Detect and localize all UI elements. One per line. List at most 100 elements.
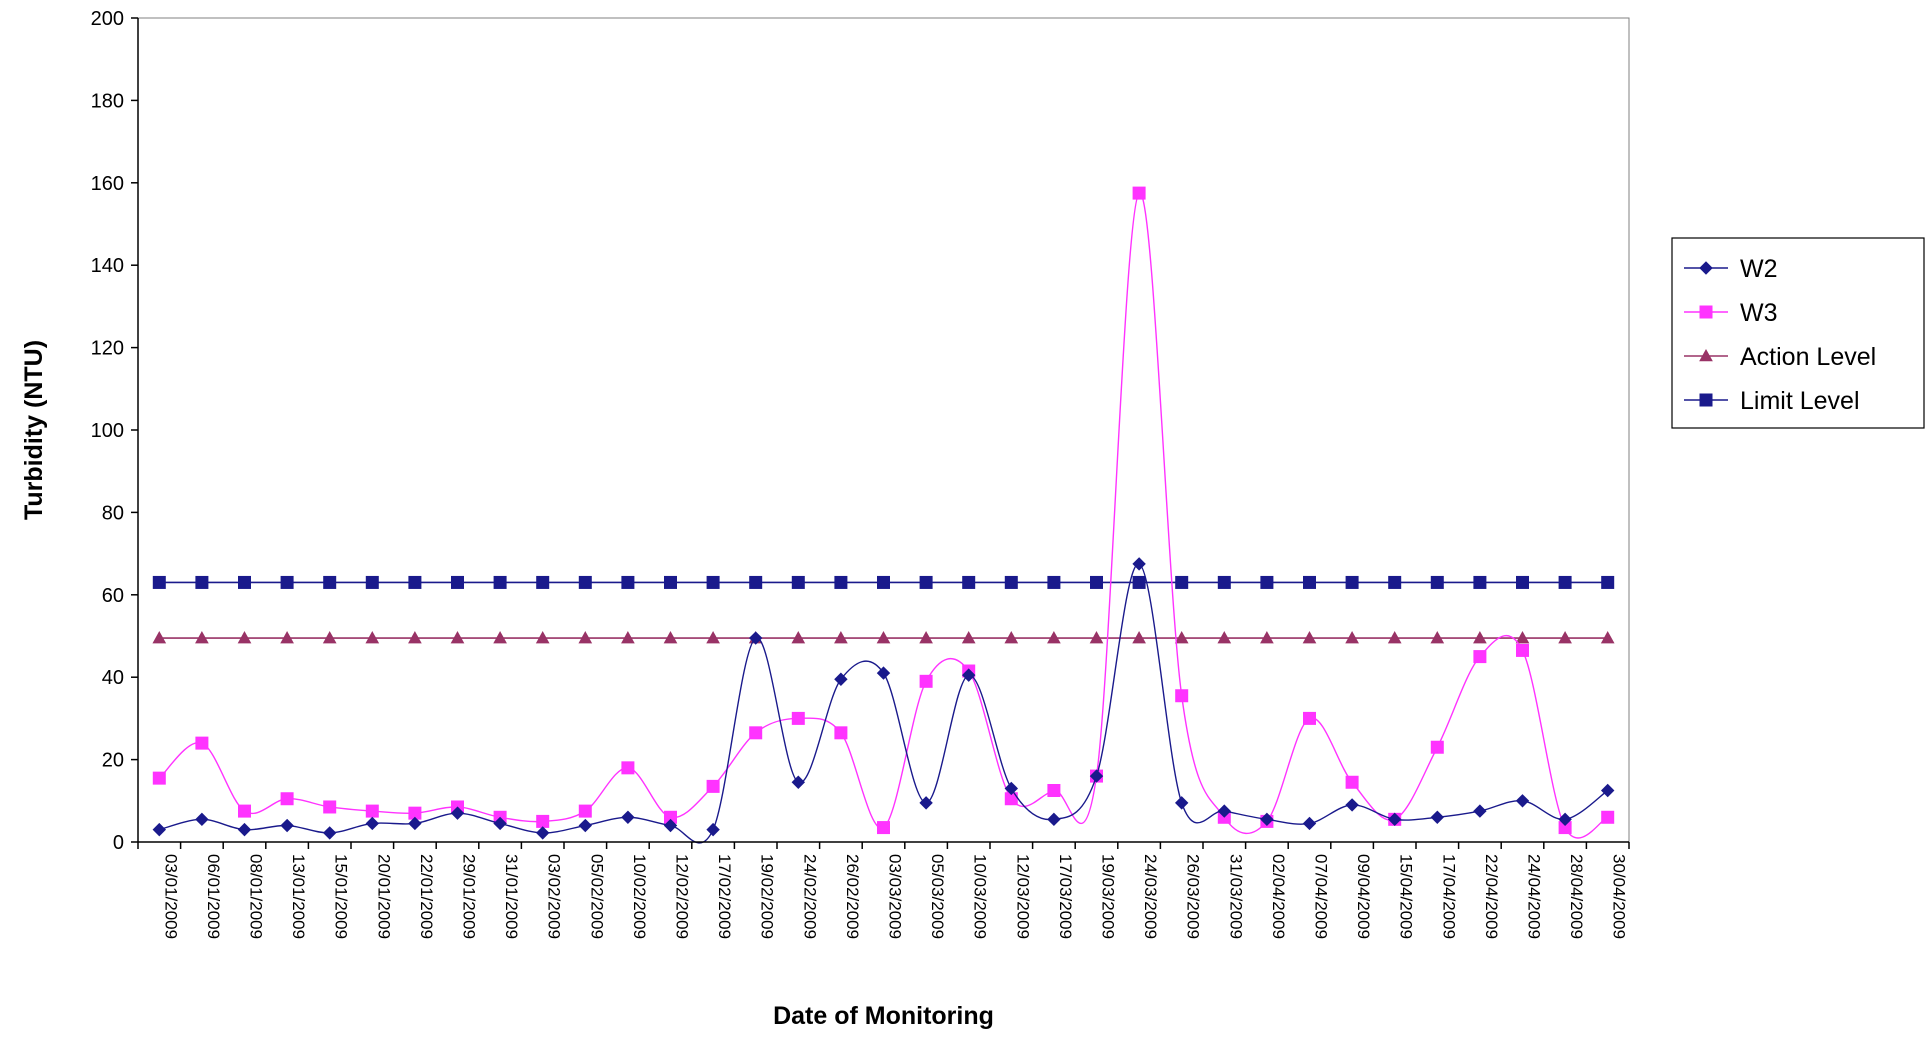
data-point — [280, 631, 294, 644]
series-limit-level — [152, 575, 1615, 589]
data-point — [621, 631, 635, 644]
x-tick-label: 03/01/2009 — [161, 854, 180, 939]
data-point — [1302, 816, 1317, 831]
x-tick-label: 13/01/2009 — [289, 854, 308, 939]
data-point — [1558, 575, 1572, 589]
data-point — [1345, 575, 1359, 589]
data-point — [323, 800, 337, 814]
y-tick-label: 20 — [102, 750, 124, 772]
data-point — [1004, 575, 1018, 589]
legend-entry: Action Level — [1684, 343, 1876, 371]
x-tick-label: 10/02/2009 — [630, 854, 649, 939]
data-point — [1175, 575, 1189, 589]
data-point — [1516, 575, 1529, 589]
x-tick-label: 03/02/2009 — [545, 854, 564, 939]
data-point — [919, 631, 933, 644]
x-tick-label: 08/01/2009 — [247, 854, 266, 939]
series-action-level — [152, 631, 1615, 644]
data-point — [1430, 740, 1444, 754]
data-point — [621, 810, 635, 824]
data-point — [451, 575, 464, 589]
data-point — [877, 575, 890, 589]
data-point — [1345, 775, 1359, 789]
x-tick-label: 26/02/2009 — [843, 854, 862, 939]
data-point — [1473, 575, 1487, 589]
data-point — [706, 575, 720, 589]
data-point — [237, 822, 252, 837]
legend-entry: W2 — [1684, 255, 1778, 283]
legend-label: Action Level — [1740, 343, 1876, 371]
x-tick-label: 24/03/2009 — [1141, 854, 1160, 939]
legend-label: W3 — [1740, 299, 1778, 327]
data-point — [621, 575, 635, 589]
data-point — [706, 779, 720, 793]
data-point — [195, 631, 209, 644]
series-w2 — [152, 557, 1615, 844]
data-point — [1174, 631, 1189, 644]
data-point — [1388, 575, 1402, 589]
y-tick-label: 60 — [102, 585, 124, 607]
data-point — [450, 806, 465, 820]
data-point — [791, 711, 805, 725]
data-point — [749, 575, 763, 589]
x-tick-label: 07/04/2009 — [1312, 854, 1331, 939]
data-point — [876, 631, 891, 644]
x-tick-label: 31/01/2009 — [502, 854, 521, 939]
data-point — [962, 575, 976, 589]
data-point — [536, 814, 550, 828]
x-tick-label: 17/02/2009 — [715, 854, 734, 939]
legend-label: W2 — [1740, 255, 1778, 283]
data-point — [1260, 812, 1274, 827]
data-point — [536, 575, 550, 589]
series-line — [159, 563, 1609, 844]
data-point — [493, 631, 507, 644]
data-point — [749, 726, 763, 740]
data-point — [1302, 631, 1317, 644]
x-tick-label: 06/01/2009 — [204, 854, 223, 939]
y-tick-label: 40 — [102, 667, 124, 689]
data-point — [1515, 794, 1530, 808]
data-point — [578, 804, 592, 818]
axis-layer: 0 20 40 60 80 100 120 140 160 180 200 03/01/2009 06/… — [91, 8, 1630, 939]
data-point — [1600, 631, 1615, 644]
data-point — [919, 796, 933, 810]
legend-marker — [1699, 348, 1713, 362]
data-point — [1600, 783, 1615, 798]
legend-box — [1671, 237, 1925, 429]
data-point — [919, 575, 933, 589]
x-tick-label: 28/04/2009 — [1567, 854, 1586, 939]
legend-entry: Limit Level — [1684, 387, 1860, 415]
x-tick-label: 12/03/2009 — [1013, 854, 1032, 939]
x-tick-label: 31/03/2009 — [1226, 854, 1245, 939]
legend-marker — [1699, 393, 1713, 407]
data-point — [1601, 575, 1615, 589]
data-point — [152, 771, 166, 785]
data-point — [238, 804, 251, 818]
data-point — [1004, 631, 1019, 644]
data-point — [1047, 812, 1061, 827]
data-point — [1132, 557, 1146, 571]
data-point — [1089, 631, 1104, 644]
data-point — [365, 804, 379, 818]
data-point — [791, 631, 806, 644]
x-tick-label: 15/04/2009 — [1397, 854, 1416, 939]
data-point — [1387, 631, 1402, 644]
data-point — [1515, 631, 1530, 644]
data-point — [1174, 796, 1189, 810]
x-tick-label: 22/01/2009 — [417, 854, 436, 939]
data-point — [493, 816, 507, 831]
data-point — [1558, 631, 1572, 644]
data-point — [1345, 631, 1359, 644]
data-point — [1047, 784, 1061, 797]
data-point — [535, 631, 550, 644]
legend: W2 W3 Action Level Limit Level — [1671, 237, 1925, 429]
y-tick-label: 160 — [91, 173, 124, 195]
data-point — [1047, 631, 1061, 644]
data-point — [1260, 575, 1274, 589]
data-point — [195, 736, 209, 750]
data-point — [1303, 711, 1316, 725]
data-point — [1516, 643, 1529, 657]
legend-marker — [1699, 305, 1713, 319]
plot-border — [137, 17, 1630, 843]
x-tick-label: 19/03/2009 — [1099, 854, 1118, 939]
